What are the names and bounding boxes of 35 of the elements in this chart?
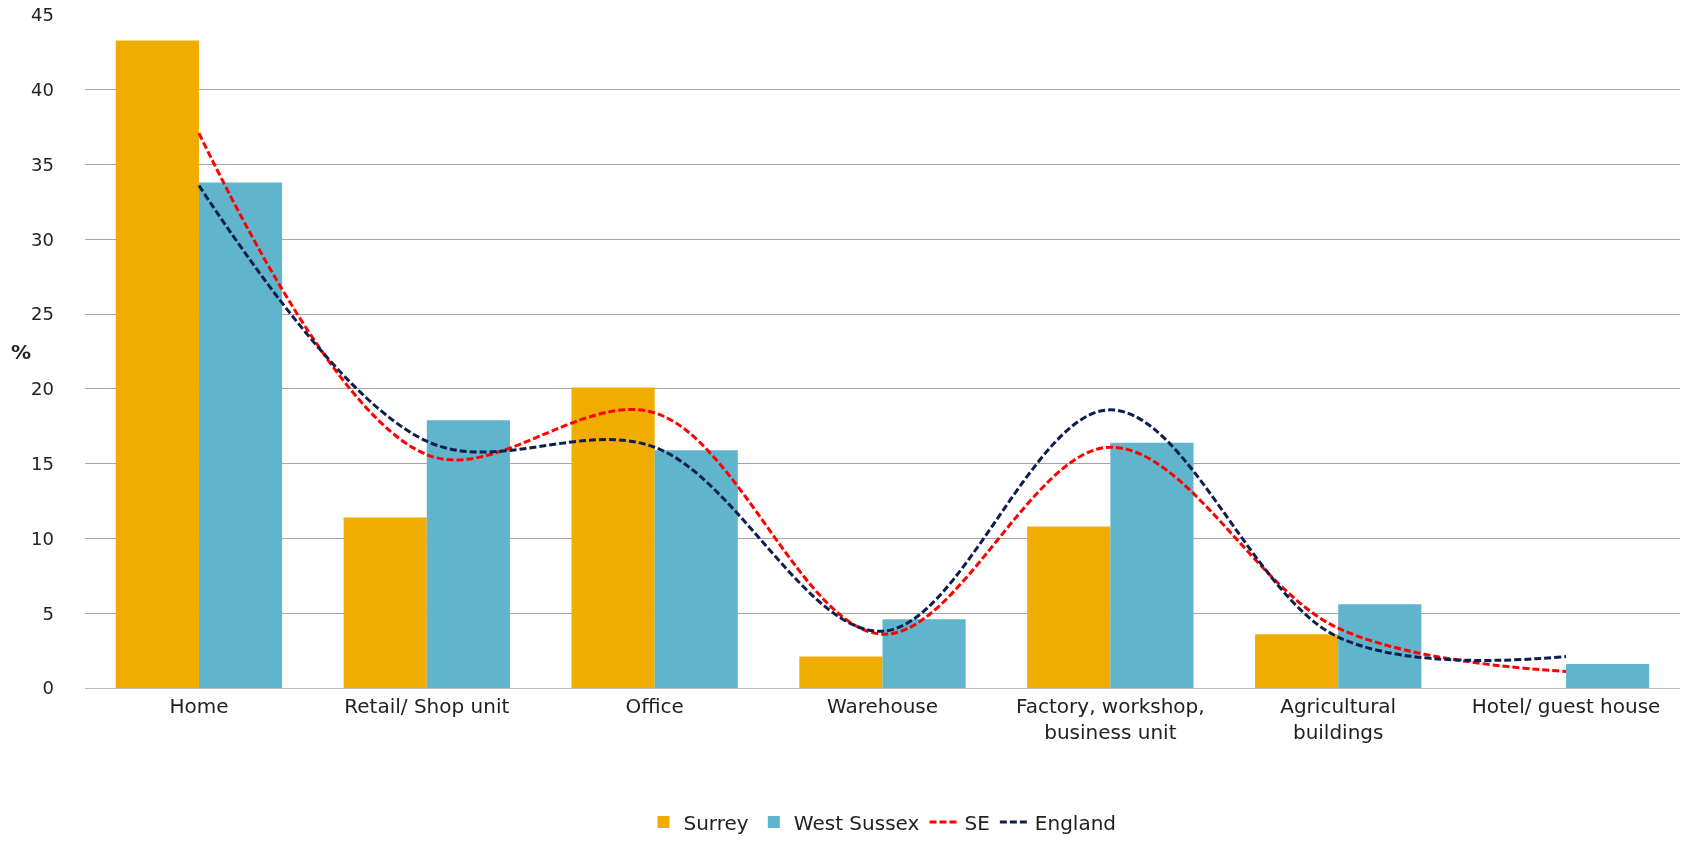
x-tick-label: Agricultural buildings [1280, 694, 1397, 744]
y-tick-label: 10 [31, 527, 54, 549]
x-tick-label: Factory, workshop, business unit [1016, 694, 1205, 744]
legend-label: SE [964, 810, 990, 835]
bar [1255, 634, 1339, 688]
bar [426, 420, 510, 688]
y-tick-label: 30 [31, 228, 54, 250]
bar [1338, 604, 1422, 688]
bar [1566, 664, 1650, 688]
bar [654, 450, 738, 688]
y-tick-label: 0 [42, 677, 54, 699]
bar [882, 619, 966, 688]
x-tick-label: Warehouse [826, 694, 939, 718]
legend-label: England [1034, 810, 1117, 835]
bar [115, 40, 199, 688]
bar [198, 182, 283, 688]
y-tick-label: 15 [31, 452, 54, 474]
bar [343, 517, 427, 688]
bar [571, 387, 655, 688]
y-tick-label: 40 [31, 79, 54, 101]
y-tick-label: 45 [31, 4, 54, 26]
bar [1027, 526, 1111, 688]
y-tick-label: 20 [31, 378, 54, 400]
y-tick-label: 25 [31, 303, 54, 325]
y-tick-label: 5 [42, 602, 54, 624]
bar [1110, 442, 1194, 688]
x-tick-label: Hotel/ guest house [1471, 694, 1661, 718]
bar [799, 656, 883, 688]
y-tick-label: 35 [31, 153, 54, 175]
x-tick-label: Home [169, 694, 229, 718]
y-axis-title: % [11, 340, 32, 364]
legend-label: Surrey [683, 810, 749, 835]
x-tick-label: Retail/ Shop unit [344, 694, 510, 718]
legend-label: West Sussex [793, 810, 920, 835]
x-tick-label: Office [625, 694, 684, 718]
